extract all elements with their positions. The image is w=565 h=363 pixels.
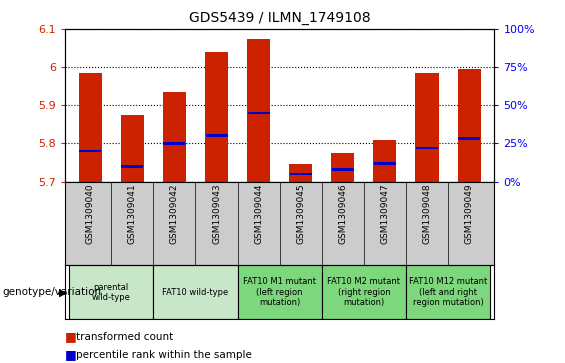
Text: ■: ■ <box>65 348 77 361</box>
Bar <box>416 147 438 149</box>
Bar <box>163 92 186 182</box>
Bar <box>247 38 270 182</box>
Bar <box>121 115 144 182</box>
Text: parental
wild-type: parental wild-type <box>92 282 131 302</box>
Bar <box>331 153 354 182</box>
Text: GSM1309048: GSM1309048 <box>423 183 432 244</box>
Title: GDS5439 / ILMN_1749108: GDS5439 / ILMN_1749108 <box>189 11 371 25</box>
Bar <box>290 172 312 175</box>
Text: GSM1309047: GSM1309047 <box>380 183 389 244</box>
Bar <box>247 111 270 114</box>
Bar <box>415 73 438 182</box>
Bar <box>79 73 102 182</box>
Bar <box>237 265 322 319</box>
Text: genotype/variation: genotype/variation <box>3 287 102 297</box>
Text: GSM1309049: GSM1309049 <box>464 183 473 244</box>
Bar <box>121 165 144 168</box>
Bar <box>163 142 185 145</box>
Text: GSM1309042: GSM1309042 <box>170 183 179 244</box>
Text: ■: ■ <box>65 330 77 343</box>
Text: GSM1309040: GSM1309040 <box>86 183 95 244</box>
Bar <box>458 138 480 140</box>
Bar <box>322 265 406 319</box>
Text: FAT10 M12 mutant
(left and right
region mutation): FAT10 M12 mutant (left and right region … <box>409 277 487 307</box>
Bar <box>374 162 396 164</box>
Text: percentile rank within the sample: percentile rank within the sample <box>76 350 252 360</box>
Bar <box>206 134 228 137</box>
Bar <box>79 150 101 152</box>
Bar <box>69 265 153 319</box>
Text: GSM1309043: GSM1309043 <box>212 183 221 244</box>
Text: transformed count: transformed count <box>76 331 173 342</box>
Text: FAT10 M2 mutant
(right region
mutation): FAT10 M2 mutant (right region mutation) <box>327 277 401 307</box>
Bar <box>289 164 312 182</box>
Text: GSM1309046: GSM1309046 <box>338 183 347 244</box>
Text: ▶: ▶ <box>59 288 67 298</box>
Text: GSM1309045: GSM1309045 <box>296 183 305 244</box>
Bar <box>153 265 237 319</box>
Text: FAT10 wild-type: FAT10 wild-type <box>162 288 229 297</box>
Bar <box>332 168 354 171</box>
Bar <box>406 265 490 319</box>
Bar <box>458 69 481 182</box>
Text: FAT10 M1 mutant
(left region
mutation): FAT10 M1 mutant (left region mutation) <box>243 277 316 307</box>
Bar <box>205 52 228 182</box>
Text: GSM1309044: GSM1309044 <box>254 183 263 244</box>
Text: GSM1309041: GSM1309041 <box>128 183 137 244</box>
Bar <box>373 140 397 182</box>
